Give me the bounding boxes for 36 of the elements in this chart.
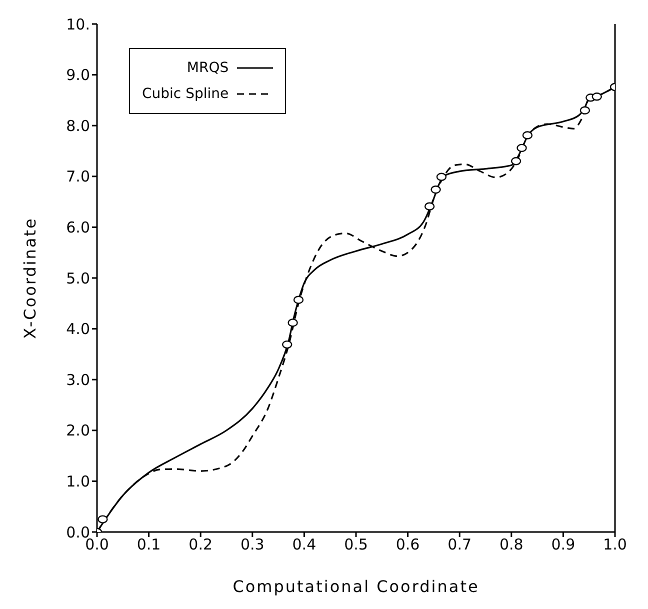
point bbox=[98, 515, 108, 524]
x-tick-label: 0.5 bbox=[344, 536, 368, 554]
x-tick-label: 0.8 bbox=[499, 536, 524, 554]
y-tick-label: 5.0 bbox=[66, 269, 90, 288]
y-tick-label: 1.0 bbox=[66, 472, 90, 491]
point bbox=[522, 131, 533, 140]
x-tick-label: 0.4 bbox=[292, 536, 316, 554]
x-axis-title: Computational Coordinate bbox=[232, 577, 480, 596]
x-tick-label: 0.3 bbox=[240, 536, 264, 554]
point bbox=[592, 92, 602, 101]
y-tick-label: 2.0 bbox=[66, 422, 90, 440]
y-axis-title: X-Coordinate bbox=[20, 217, 40, 339]
point bbox=[580, 106, 590, 114]
legend-label: Cubic Spline bbox=[142, 86, 229, 102]
y-tick-label: 4.0 bbox=[66, 320, 90, 338]
point bbox=[424, 202, 435, 210]
x-tick-label: 0.7 bbox=[448, 536, 472, 554]
x-tick-label: 1.0 bbox=[603, 536, 627, 554]
point bbox=[430, 186, 441, 194]
y-tick-label: 9.0 bbox=[66, 66, 90, 84]
y-tick-label: 8.0 bbox=[66, 116, 90, 135]
point bbox=[510, 157, 522, 166]
point bbox=[282, 340, 292, 349]
point bbox=[293, 296, 304, 304]
y-tick-label: 3.0 bbox=[66, 370, 90, 389]
x-tick-label: 0.2 bbox=[188, 536, 213, 554]
point bbox=[436, 172, 447, 182]
point bbox=[288, 318, 298, 327]
y-tick-label: 6.0 bbox=[66, 218, 90, 237]
x-tick-label: 0.1 bbox=[136, 536, 161, 554]
x-tick-label: 0.6 bbox=[396, 536, 420, 554]
legend-label: MRQS bbox=[186, 60, 229, 76]
point bbox=[516, 144, 527, 152]
y-tick-label: 7.0 bbox=[66, 168, 90, 186]
y-tick-label: 10. bbox=[66, 15, 90, 34]
x-tick-label: 0.9 bbox=[551, 536, 576, 554]
